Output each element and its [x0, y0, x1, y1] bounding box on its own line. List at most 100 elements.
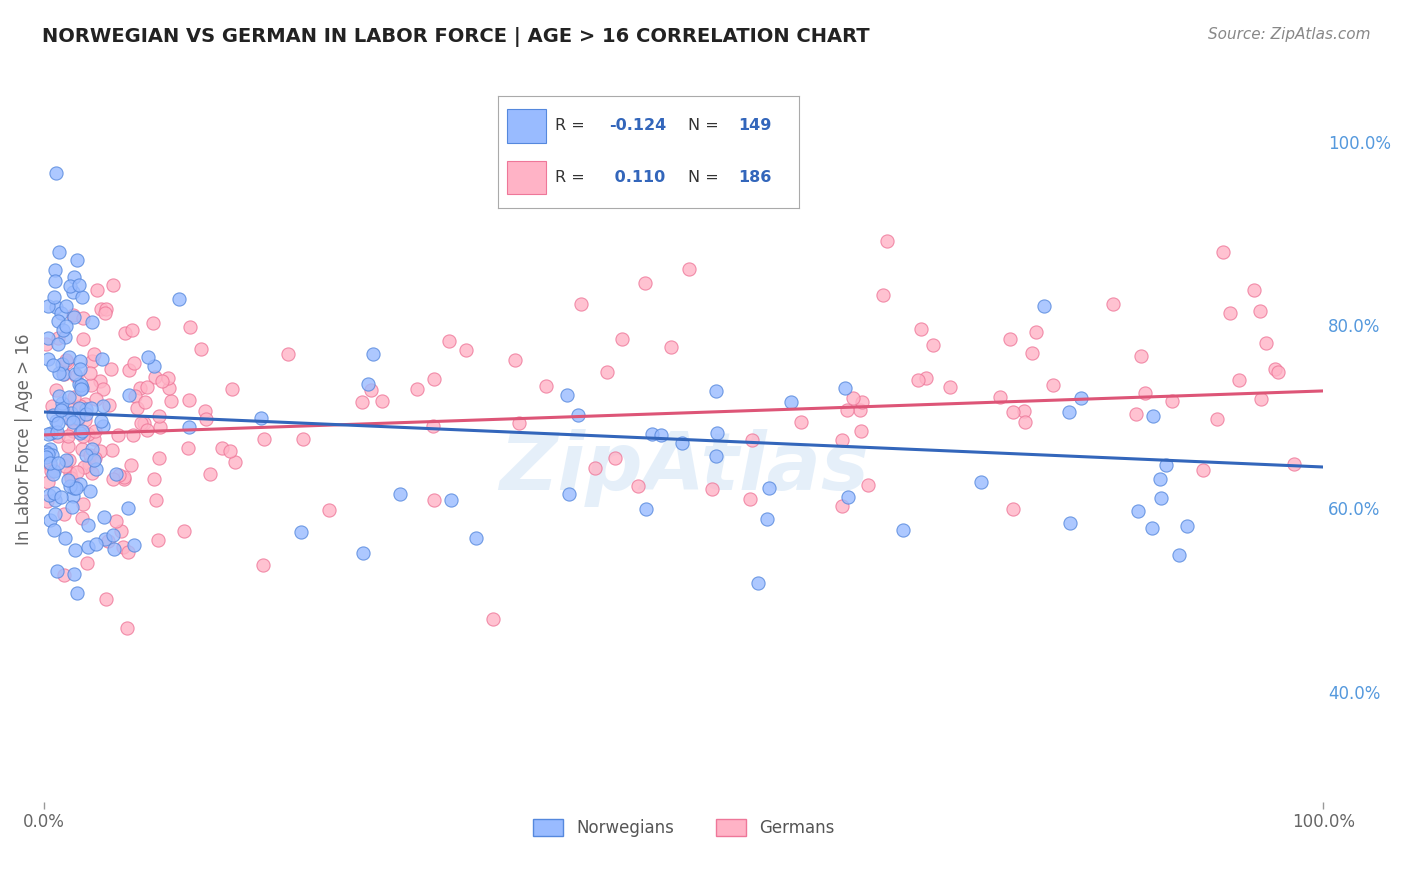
Point — [650, 428, 672, 442]
Point — [135, 423, 157, 437]
Point — [45, 565, 67, 579]
Point — [48, 416, 70, 430]
Point — [179, 419, 201, 434]
Point — [612, 332, 634, 346]
Point — [1014, 404, 1036, 418]
Point — [91, 399, 114, 413]
Point — [194, 404, 217, 418]
Point — [45, 166, 67, 180]
Point — [77, 458, 100, 472]
Point — [91, 382, 114, 396]
Point — [62, 425, 84, 439]
Point — [1149, 491, 1171, 505]
Point — [82, 442, 104, 457]
Point — [58, 390, 80, 404]
Point — [44, 507, 66, 521]
Point — [1142, 409, 1164, 423]
Point — [1025, 326, 1047, 340]
Point — [1059, 516, 1081, 531]
Point — [39, 513, 62, 527]
Point — [60, 406, 83, 420]
Point — [53, 531, 76, 545]
Point — [219, 443, 242, 458]
Point — [73, 459, 96, 474]
Point — [62, 285, 84, 300]
Point — [122, 538, 145, 552]
Point — [152, 374, 174, 388]
Point — [84, 392, 107, 407]
Point — [69, 476, 91, 491]
Point — [842, 392, 865, 406]
Point — [118, 387, 141, 401]
Point — [83, 433, 105, 447]
Point — [96, 592, 118, 607]
Point — [224, 455, 246, 469]
Point — [872, 288, 894, 302]
Point — [998, 332, 1021, 346]
Point — [856, 478, 879, 492]
Point — [143, 359, 166, 374]
Point — [173, 524, 195, 538]
Point — [72, 497, 94, 511]
Point — [112, 470, 135, 484]
Point — [157, 381, 180, 395]
Point — [837, 491, 859, 505]
Point — [48, 245, 70, 260]
Point — [1264, 361, 1286, 376]
Point — [291, 432, 314, 446]
Point — [198, 467, 221, 481]
Point — [53, 507, 76, 521]
Point — [48, 337, 70, 351]
Point — [89, 443, 111, 458]
Point — [37, 426, 59, 441]
Point — [72, 442, 94, 456]
Point — [104, 467, 127, 481]
Point — [422, 418, 444, 433]
Point — [117, 500, 139, 515]
Point — [55, 452, 77, 467]
Point — [1130, 349, 1153, 363]
Point — [440, 492, 463, 507]
Point — [39, 426, 62, 441]
Point — [557, 388, 579, 402]
Point — [108, 468, 131, 483]
Point — [142, 316, 165, 330]
Point — [66, 412, 89, 426]
Point — [755, 512, 778, 526]
Point — [1033, 299, 1056, 313]
Point — [741, 433, 763, 447]
Point — [56, 439, 79, 453]
Point — [389, 487, 412, 501]
Point — [1192, 463, 1215, 477]
Point — [1160, 393, 1182, 408]
Point — [1168, 548, 1191, 562]
Point — [970, 475, 993, 490]
Point — [557, 487, 579, 501]
Point — [37, 299, 59, 313]
Point — [583, 460, 606, 475]
Point — [35, 450, 58, 464]
Point — [62, 390, 84, 404]
Point — [55, 353, 77, 368]
Point — [101, 527, 124, 541]
Point — [835, 403, 858, 417]
Point — [848, 403, 870, 417]
Point — [1205, 411, 1227, 425]
Point — [42, 486, 65, 500]
Point — [53, 567, 76, 582]
Point — [831, 500, 853, 514]
Point — [1149, 472, 1171, 486]
Point — [56, 429, 79, 443]
Point — [128, 381, 150, 395]
Point — [72, 429, 94, 443]
Point — [66, 586, 89, 600]
Point — [67, 376, 90, 391]
Point — [34, 337, 56, 351]
Point — [51, 368, 73, 382]
Point — [536, 379, 558, 393]
Point — [90, 414, 112, 428]
Point — [195, 412, 218, 426]
Point — [56, 473, 79, 487]
Point — [849, 424, 872, 438]
Point — [84, 425, 107, 439]
